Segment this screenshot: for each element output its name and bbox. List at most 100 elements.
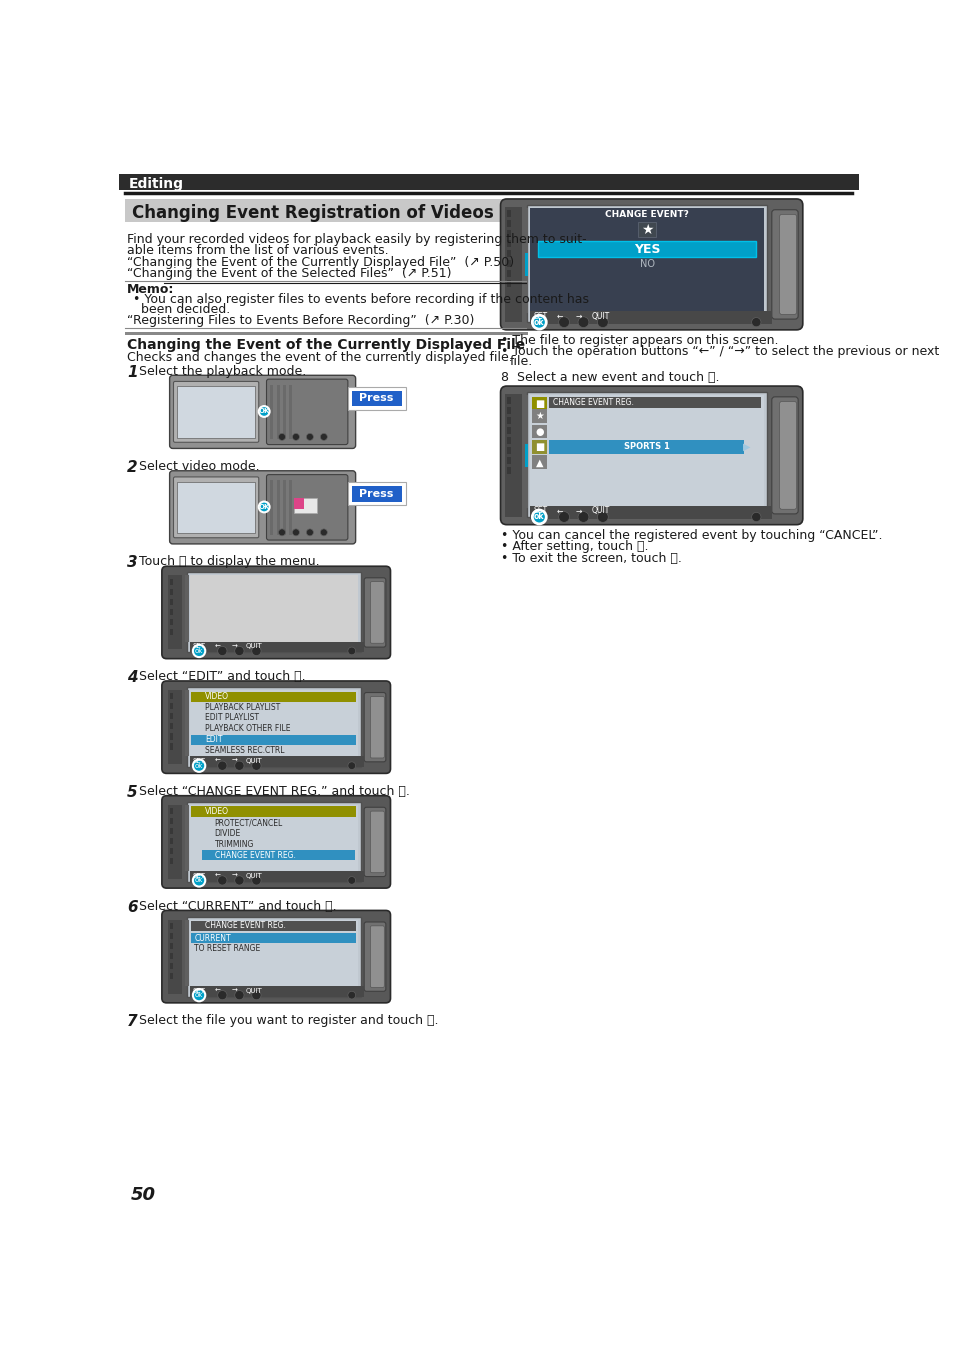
Bar [524, 444, 527, 467]
Bar [187, 802, 360, 882]
Ellipse shape [597, 512, 608, 522]
Bar [177, 386, 254, 437]
Text: →: → [575, 506, 581, 516]
Bar [523, 396, 528, 508]
Text: Press: Press [359, 393, 394, 404]
Bar [170, 724, 173, 729]
Text: Checks and changes the event of the currently displayed file.: Checks and changes the event of the curr… [127, 351, 512, 364]
Ellipse shape [558, 317, 569, 328]
Bar [190, 575, 357, 649]
Text: • You can also register files to events before recording if the content has: • You can also register files to events … [133, 293, 589, 306]
Ellipse shape [532, 316, 546, 329]
Text: • The file to register appears on this screen.: • The file to register appears on this s… [500, 333, 778, 347]
Text: ok: ok [534, 513, 544, 521]
Bar [190, 805, 357, 879]
Text: ←: ← [214, 644, 220, 649]
Bar [170, 589, 173, 595]
Text: ←: ← [556, 312, 562, 320]
Bar [526, 393, 766, 517]
Bar [202, 850, 355, 860]
Bar [530, 396, 763, 514]
Ellipse shape [278, 529, 285, 536]
Bar [531, 424, 546, 439]
Bar [170, 744, 173, 749]
Text: →: → [575, 312, 581, 320]
Bar [506, 270, 511, 277]
FancyBboxPatch shape [162, 910, 390, 1003]
Bar [170, 859, 173, 864]
Ellipse shape [193, 875, 205, 887]
Ellipse shape [293, 529, 299, 536]
Bar [170, 933, 173, 940]
Bar [530, 208, 763, 319]
Text: Select “CURRENT” and touch Ⓟ.: Select “CURRENT” and touch Ⓟ. [139, 899, 336, 913]
Ellipse shape [751, 513, 760, 521]
Ellipse shape [258, 502, 270, 513]
Text: PLAYBACK PLAYLIST: PLAYBACK PLAYLIST [205, 702, 280, 711]
Ellipse shape [234, 876, 244, 886]
Text: VIDEO: VIDEO [205, 806, 229, 815]
Text: TO RESET RANGE: TO RESET RANGE [194, 945, 260, 953]
Bar [294, 498, 304, 509]
Text: QUIT: QUIT [591, 312, 609, 320]
Bar [506, 220, 511, 227]
Bar [170, 618, 173, 625]
Text: ←: ← [214, 987, 220, 994]
Text: been decided.: been decided. [141, 302, 230, 316]
Text: →: → [232, 873, 237, 879]
Bar [190, 756, 364, 767]
Text: →: → [232, 644, 237, 649]
Ellipse shape [751, 317, 760, 327]
Text: ok: ok [194, 763, 203, 768]
Bar [168, 690, 182, 764]
Bar [187, 917, 360, 996]
Text: 2: 2 [127, 460, 137, 475]
Text: able items from the list of various events.: able items from the list of various even… [127, 244, 388, 258]
Bar [506, 447, 511, 454]
Bar [170, 923, 173, 929]
Text: QUIT: QUIT [245, 987, 262, 994]
Ellipse shape [578, 512, 588, 522]
Bar [270, 385, 274, 439]
Bar [506, 250, 511, 256]
Text: Changing the Event of the Currently Displayed File: Changing the Event of the Currently Disp… [127, 339, 524, 352]
Bar [276, 481, 279, 535]
Text: ■: ■ [534, 441, 543, 452]
Bar [505, 207, 521, 323]
Text: SET: SET [193, 759, 206, 764]
Bar [270, 481, 274, 535]
Bar [523, 208, 528, 313]
Text: CHANGE EVENT REG.: CHANGE EVENT REG. [205, 921, 286, 930]
Ellipse shape [252, 647, 261, 656]
FancyBboxPatch shape [173, 382, 258, 443]
Bar [531, 440, 546, 454]
Text: ←: ← [214, 873, 220, 879]
Bar [170, 848, 173, 855]
Bar [506, 467, 511, 474]
Text: 4: 4 [127, 670, 137, 686]
Text: PLAYBACK OTHER FILE: PLAYBACK OTHER FILE [205, 724, 291, 733]
Ellipse shape [252, 991, 261, 1000]
Bar [524, 252, 527, 275]
Ellipse shape [558, 512, 569, 522]
FancyBboxPatch shape [364, 807, 385, 876]
Text: 8  Select a new event and touch Ⓟ.: 8 Select a new event and touch Ⓟ. [500, 371, 719, 383]
Bar [170, 942, 173, 949]
Text: Memo:: Memo: [127, 284, 174, 296]
Bar [530, 506, 771, 518]
Ellipse shape [532, 510, 546, 524]
FancyBboxPatch shape [266, 379, 348, 444]
Bar [505, 394, 521, 517]
Bar [190, 641, 364, 652]
Bar [185, 919, 189, 985]
Bar [506, 209, 511, 216]
Bar [170, 609, 173, 614]
Text: “Changing the Event of the Currently Displayed File”  (↗ P.50): “Changing the Event of the Currently Dis… [127, 256, 514, 269]
Bar [537, 240, 756, 258]
Ellipse shape [597, 317, 608, 328]
Ellipse shape [320, 433, 327, 440]
Text: EDIT: EDIT [205, 734, 223, 744]
Bar [185, 690, 189, 756]
Bar [170, 713, 173, 720]
Text: QUIT: QUIT [245, 873, 262, 879]
